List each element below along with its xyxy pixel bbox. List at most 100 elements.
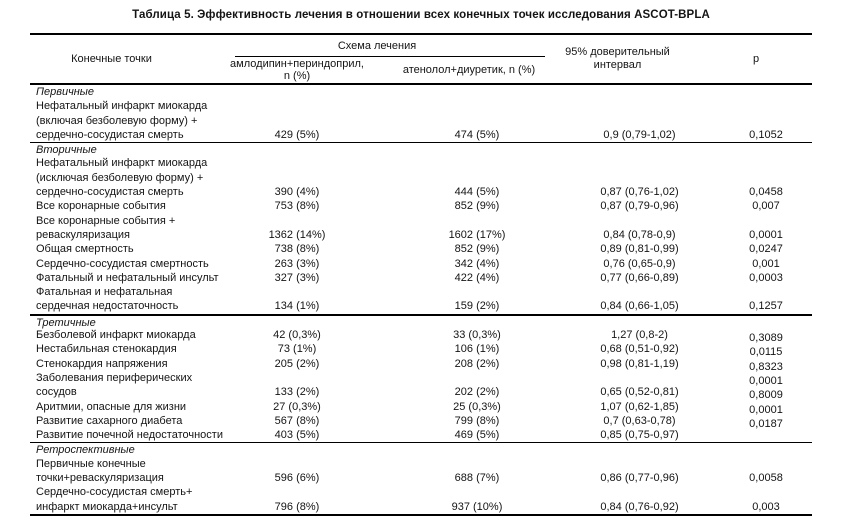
atenolol-value [359, 285, 579, 299]
atenolol-value: 937 (10%) [451, 500, 503, 513]
p-value [700, 485, 812, 499]
atenolol-value [359, 371, 579, 385]
p-value: 0,0187 [749, 417, 783, 430]
table-row: Развитие сахарного диабета 567 (8%) 799 (8… [30, 414, 812, 430]
ci-value [579, 371, 700, 385]
ci-value: 0,87 (0,79-0,96) [600, 200, 679, 213]
atenolol-value: 799 (8%) [454, 414, 500, 427]
p-value [700, 285, 812, 299]
atenolol-value: 106 (1%) [454, 343, 500, 356]
table-row: Фатальная и нефатальная [30, 285, 812, 299]
atenolol-value [359, 156, 579, 170]
col-header-ci-label: 95% доверительный интервал [565, 46, 670, 71]
p-value: 0,0001 [749, 374, 783, 387]
table-row: Первичные конечные [30, 457, 812, 471]
amlodipine-value: 738 (8%) [274, 243, 320, 256]
table-row: инфаркт миокарда+инсульт 796 (8%) 937 (10%… [30, 500, 812, 514]
p-value [700, 457, 812, 471]
endpoint-label: Развитие почечной недостаточности [36, 429, 223, 442]
table-row: Безболевой инфаркт миокарда 42 (0,3%) 33 (… [30, 328, 812, 345]
atenolol-value [359, 114, 579, 128]
amlodipine-value [235, 285, 359, 299]
table-row: Аритмии, опасные для жизни 27 (0,3%) 25 (0… [30, 400, 812, 416]
amlodipine-value [235, 371, 359, 385]
endpoint-label: реваскуляризация [36, 228, 130, 241]
atenolol-value: 342 (4%) [454, 257, 500, 270]
p-value: 0,1257 [749, 300, 783, 313]
table-title: Таблица 5. Эффективность лечения в отнош… [132, 9, 710, 21]
endpoint-label: Нефатальный инфаркт миокарда [36, 100, 208, 113]
p-value: 0,007 [752, 200, 780, 213]
ci-value [579, 171, 700, 185]
p-value [700, 156, 812, 170]
atenolol-value: 852 (9%) [454, 243, 500, 256]
amlodipine-value: 134 (1%) [274, 300, 320, 313]
ci-value [579, 114, 700, 128]
amlodipine-value: 429 (5%) [274, 128, 320, 141]
table-header: Конечные точки Схема лечения амлодипин+п… [30, 33, 812, 85]
table-row: (включая безболевую форму) + [30, 114, 812, 128]
table-row: реваскуляризация 1362 (14%) 1602 (17%) 0,84… [30, 228, 812, 242]
ci-value: 0,77 (0,66-0,89) [600, 271, 679, 284]
atenolol-value: 444 (5%) [454, 186, 500, 199]
table-row: сосудов 133 (2%) 202 (2%) 0,65 (0,52-0,81) 0… [30, 385, 812, 401]
ci-value: 0,68 (0,51-0,92) [600, 343, 679, 356]
col-header-endpoints: Конечные точки [71, 53, 152, 65]
atenolol-value [359, 171, 579, 185]
p-value: 0,0247 [749, 243, 783, 256]
amlodipine-value: 327 (3%) [274, 271, 320, 284]
atenolol-value: 852 (9%) [454, 200, 500, 213]
ci-value: 0,89 (0,81-0,99) [600, 243, 679, 256]
section-label: Ретроспективные [36, 444, 135, 457]
endpoint-label: инфаркт миокарда+инсульт [36, 500, 178, 513]
p-value [700, 114, 812, 128]
endpoint-label: Сердечно-сосудистая смерть+ [36, 486, 193, 499]
amlodipine-value [235, 171, 359, 185]
table-row: Стенокардия напряжения 205 (2%) 208 (2%) 0,… [30, 357, 812, 373]
table-row: Развитие почечной недостаточности 403 (5%… [30, 428, 812, 442]
ci-value [579, 99, 700, 113]
ci-value: 0,87 (0,76-1,02) [600, 186, 679, 199]
ci-value: 0,84 (0,76-0,92) [600, 500, 679, 513]
table-row: Нефатальный инфаркт миокарда [30, 156, 812, 170]
table-row: сердечно-сосудистая смерть 390 (4%) 444 (5… [30, 185, 812, 199]
ci-value [579, 214, 700, 228]
endpoint-label: Фатальный и нефатальный инсульт [36, 271, 219, 284]
p-value: 0,1052 [749, 128, 783, 141]
atenolol-value: 422 (4%) [454, 271, 500, 284]
scheme-group: Схема лечения амлодипин+периндоприл, n (… [230, 35, 579, 83]
amlodipine-value: 796 (8%) [274, 500, 320, 513]
endpoint-label: точки+реваскуляризация [36, 472, 164, 485]
p-value: 0,3089 [749, 332, 783, 345]
col-header-amlodipine: амлодипин+периндоприл, n (%) [230, 58, 364, 82]
amlodipine-value: 263 (3%) [274, 257, 320, 270]
ci-value: 0,9 (0,79-1,02) [603, 128, 676, 141]
ci-value: 1,27 (0,8-2) [611, 329, 668, 342]
table-row: Нестабильная стенокардия 73 (1%) 106 (1%) 0… [30, 342, 812, 358]
p-value: 0,0001 [749, 228, 783, 241]
col-header-p: р [752, 53, 760, 65]
amlodipine-value: 403 (5%) [274, 429, 320, 442]
ci-value: 0,84 (0,66-1,05) [600, 300, 679, 313]
amlodipine-value [235, 457, 359, 471]
ci-value: 0,76 (0,65-0,9) [603, 257, 676, 270]
table-row: Сердечно-сосудистая смертность 263 (3%) 34… [30, 257, 812, 271]
ci-value: 0,65 (0,52-0,81) [600, 386, 679, 399]
amlodipine-value: 133 (2%) [274, 386, 320, 399]
table-row: точки+реваскуляризация 596 (6%) 688 (7%) 0,… [30, 471, 812, 485]
p-value: 0,0458 [749, 186, 783, 199]
ci-value: 0,7 (0,63-0,78) [603, 414, 676, 427]
endpoint-label: Все коронарные события + [36, 214, 176, 227]
section-label: Первичные [36, 86, 95, 98]
atenolol-value: 202 (2%) [454, 386, 500, 399]
atenolol-value: 33 (0,3%) [453, 329, 501, 342]
atenolol-value: 1602 (17%) [448, 228, 506, 241]
endpoint-label: Стенокардия напряжения [36, 357, 168, 370]
amlodipine-value: 753 (8%) [274, 200, 320, 213]
table-row: Общая смертность 738 (8%) 852 (9%) 0,89 (0,… [30, 242, 812, 256]
table-row: сердечно-сосудистая смерть 429 (5%) 474 (5… [30, 128, 812, 142]
p-value: 0,0003 [749, 271, 783, 284]
atenolol-value: 159 (2%) [454, 300, 500, 313]
endpoint-label: Аритмии, опасные для жизни [36, 400, 187, 413]
endpoint-label: Развитие сахарного диабета [36, 414, 183, 427]
